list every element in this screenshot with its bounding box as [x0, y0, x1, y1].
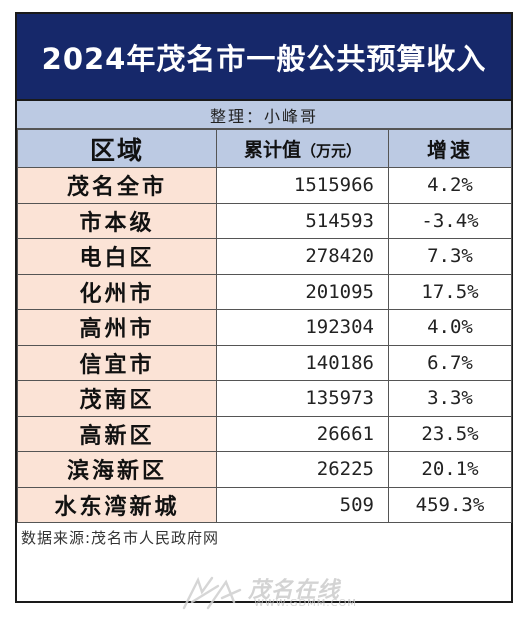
header-value-label: 累计值 [243, 139, 301, 161]
value-cell: 278420 [216, 238, 389, 275]
table-row: 信宜市 140186 6.7% [17, 344, 512, 381]
table-row: 水东湾新城 509 459.3% [17, 486, 512, 523]
value-cell: 201095 [216, 273, 389, 310]
growth-cell: 4.2% [388, 167, 512, 204]
table-header-row: 区域 累计值（万元） 增速 [17, 129, 512, 168]
region-cell: 茂名全市 [17, 167, 217, 204]
region-cell: 电白区 [17, 238, 217, 275]
watermark-text: 茂名在线 [248, 578, 341, 603]
table-row: 滨海新区 26225 20.1% [17, 451, 512, 488]
header-value-unit: （万元） [301, 142, 362, 160]
region-cell: 高新区 [17, 415, 217, 452]
growth-cell: -3.4% [388, 202, 512, 239]
value-cell: 140186 [216, 344, 389, 381]
region-cell: 茂南区 [17, 380, 217, 417]
watermark-url: WWW.GDMM.COM [254, 598, 358, 609]
header-region: 区域 [17, 129, 217, 168]
table-row: 茂南区 135973 3.3% [17, 380, 512, 417]
table-row: 高新区 26661 23.5% [17, 415, 512, 452]
growth-cell: 4.0% [388, 309, 512, 346]
watermark-logo-icon [182, 576, 242, 610]
compiler-note: 整理：小峰哥 [17, 101, 511, 129]
growth-cell: 459.3% [388, 486, 512, 523]
growth-cell: 7.3% [388, 238, 512, 275]
budget-table: 区域 累计值（万元） 增速 茂名全市 1515966 4.2% 市本级 5145… [17, 129, 512, 523]
region-cell: 高州市 [17, 309, 217, 346]
region-cell: 滨海新区 [17, 451, 217, 488]
table-row: 化州市 201095 17.5% [17, 273, 512, 310]
value-cell: 192304 [216, 309, 389, 346]
header-value: 累计值（万元） [216, 129, 389, 168]
site-watermark: 茂名在线 WWW.GDMM.COM [178, 572, 378, 614]
region-cell: 化州市 [17, 273, 217, 310]
source-note: 数据来源:茂名市人民政府网 [21, 529, 220, 547]
growth-cell: 23.5% [388, 415, 512, 452]
region-cell: 信宜市 [17, 344, 217, 381]
table-row: 高州市 192304 4.0% [17, 309, 512, 346]
value-cell: 135973 [216, 380, 389, 417]
region-cell: 市本级 [17, 202, 217, 239]
growth-cell: 17.5% [388, 273, 512, 310]
page-title: 2024年茂名市一般公共预算收入 [17, 14, 511, 101]
growth-cell: 3.3% [388, 380, 512, 417]
value-cell: 26661 [216, 415, 389, 452]
region-cell: 水东湾新城 [17, 486, 217, 523]
header-growth: 增速 [388, 129, 512, 168]
growth-cell: 6.7% [388, 344, 512, 381]
growth-cell: 20.1% [388, 451, 512, 488]
value-cell: 514593 [216, 202, 389, 239]
table-row: 市本级 514593 -3.4% [17, 202, 512, 239]
value-cell: 1515966 [216, 167, 389, 204]
value-cell: 26225 [216, 451, 389, 488]
table-row: 电白区 278420 7.3% [17, 238, 512, 275]
value-cell: 509 [216, 486, 389, 523]
budget-table-frame: 2024年茂名市一般公共预算收入 整理：小峰哥 区域 累计值（万元） 增速 茂名… [15, 12, 513, 603]
table-row: 茂名全市 1515966 4.2% [17, 167, 512, 204]
